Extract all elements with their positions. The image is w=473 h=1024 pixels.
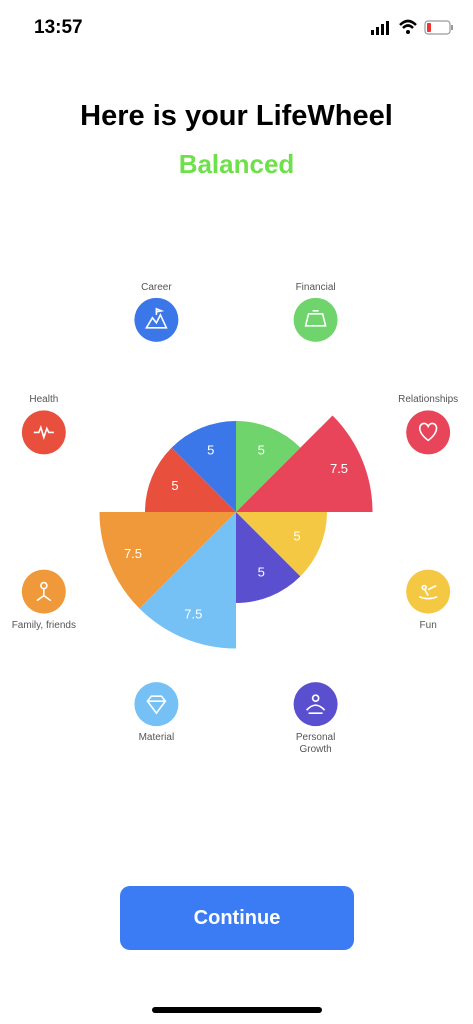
value-label: 5 (258, 564, 265, 579)
wedge (236, 415, 373, 512)
category-label: Health (29, 394, 59, 406)
category-icon (134, 297, 179, 342)
wedge (171, 421, 236, 512)
category-icon (21, 410, 66, 455)
category-label: Personal Growth (295, 732, 336, 756)
subtitle: Balanced (178, 149, 295, 179)
wedge (145, 447, 236, 512)
value-label: 7.5 (184, 606, 202, 621)
icon-glyph (33, 424, 54, 441)
icon-glyph (418, 422, 438, 442)
category-icon (134, 682, 179, 727)
icon-glyph (304, 310, 327, 327)
continue-button[interactable]: Continue (120, 886, 354, 950)
value-label: 7.5 (330, 461, 348, 476)
wedge (236, 512, 301, 603)
home-indicator (152, 1007, 322, 1013)
category-icon (406, 410, 451, 455)
value-label: 5 (258, 442, 265, 457)
value-label: 5 (293, 529, 300, 544)
category-label: Career (141, 281, 172, 293)
value-label: 7.5 (124, 546, 142, 561)
value-label: 5 (207, 442, 214, 457)
wedge (236, 421, 301, 512)
value-label: 5 (171, 478, 178, 493)
wedge (139, 512, 236, 649)
category-label: Fun (419, 619, 437, 631)
category-label: Financial (295, 281, 336, 293)
life-wheel: 5 7.5 5 5 7.5 7.5 5 5 (21, 297, 451, 727)
icon-glyph (146, 695, 167, 715)
title: Here is your LifeWheel (80, 100, 393, 132)
wedge (236, 512, 327, 577)
icon-glyph (418, 584, 438, 600)
category-icon (293, 297, 338, 342)
category-icon (406, 569, 451, 614)
icon-glyph (144, 307, 168, 329)
status-icons (371, 19, 453, 35)
category-icon (293, 682, 338, 727)
icon-glyph (36, 581, 52, 602)
wedge (99, 512, 236, 609)
status-time: 13:57 (34, 17, 83, 38)
category-label: Family, friends (11, 619, 76, 631)
category-label: Relationships (398, 394, 459, 406)
icon-glyph (306, 694, 326, 714)
category-label: Material (138, 732, 175, 744)
